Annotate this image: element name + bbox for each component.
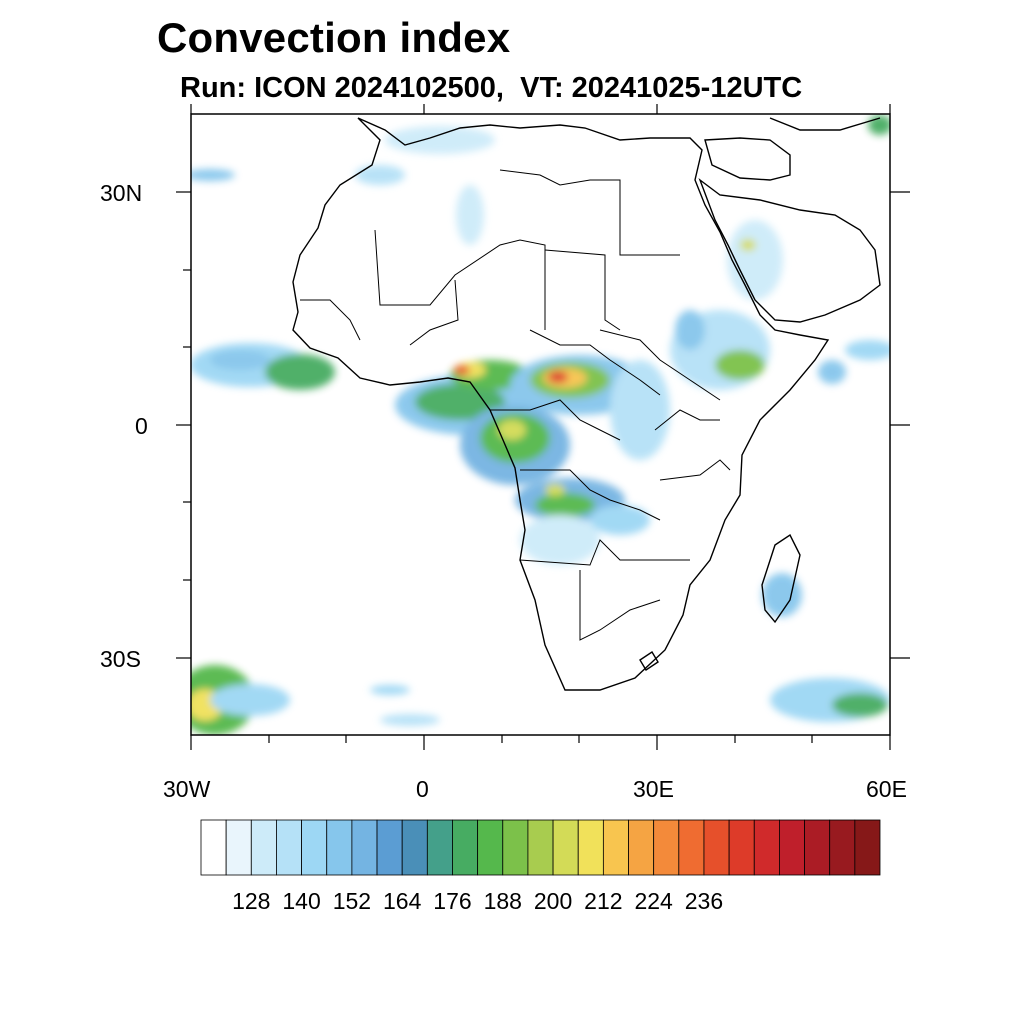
colorbar-box xyxy=(753,819,780,876)
chart-subtitle: Run: ICON 2024102500, VT: 20241025-12UTC xyxy=(180,72,803,104)
colorbar-box xyxy=(779,819,805,876)
lon-label-30w: 30W xyxy=(163,776,211,802)
lat-label-0: 0 xyxy=(135,413,148,439)
colorbar-box xyxy=(326,819,353,876)
colorbar-box xyxy=(628,819,655,876)
colorbar-label: 140 xyxy=(282,888,321,914)
colorbar-label: 128 xyxy=(232,888,271,914)
colorbar-box xyxy=(527,819,554,876)
colorbar-box xyxy=(577,819,604,876)
country-borders xyxy=(300,169,731,641)
colorbar-label: 224 xyxy=(634,888,673,914)
colorbar-label: 176 xyxy=(433,888,472,914)
colorbar-label: 152 xyxy=(332,888,372,914)
colorbar-label: 164 xyxy=(382,888,422,914)
colorbar-box xyxy=(301,819,328,876)
lat-label-30n: 30N xyxy=(100,180,143,206)
lon-label-0: 0 xyxy=(416,776,429,802)
colorbar-box xyxy=(200,819,227,876)
axis-ticks xyxy=(176,104,910,750)
colorbar-box xyxy=(728,819,755,876)
lon-label-30e: 30E xyxy=(633,776,674,802)
colorbar-box xyxy=(376,819,403,876)
colorbar-box xyxy=(804,819,831,876)
colorbar-box xyxy=(452,819,479,876)
colorbar-box xyxy=(678,819,705,876)
colorbar-label: 188 xyxy=(483,888,522,914)
colorbar-label: 200 xyxy=(533,888,573,914)
coastlines xyxy=(292,117,881,691)
colorbar-box xyxy=(426,819,453,876)
colorbar-box xyxy=(502,819,529,876)
colorbar-box xyxy=(552,819,579,876)
colorbar-box xyxy=(225,819,252,876)
colorbar-label: 212 xyxy=(584,888,623,914)
colorbar-box xyxy=(854,819,881,876)
convection-field xyxy=(191,115,890,735)
chart-title: Convection index xyxy=(157,14,511,61)
colorbar-box xyxy=(351,819,378,876)
colorbar-box xyxy=(250,819,277,876)
colorbar-box xyxy=(401,819,428,876)
colorbar-box xyxy=(602,819,629,876)
colorbar-box xyxy=(829,819,856,876)
colorbar-box xyxy=(653,819,680,876)
lat-label-30s: 30S xyxy=(100,646,141,672)
colorbar-box xyxy=(477,819,504,876)
colorbar xyxy=(200,819,881,876)
colorbar-box xyxy=(703,819,730,876)
colorbar-label: 236 xyxy=(684,888,724,914)
colorbar-box xyxy=(276,819,302,876)
lon-label-60e: 60E xyxy=(866,776,907,802)
